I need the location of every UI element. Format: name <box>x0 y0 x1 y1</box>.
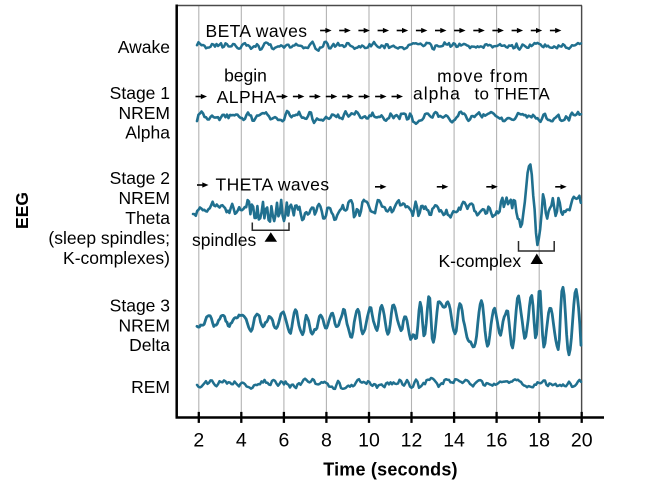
svg-text:Awake: Awake <box>118 37 170 57</box>
svg-text:18: 18 <box>528 430 550 452</box>
svg-text:4: 4 <box>236 430 247 452</box>
svg-text:Stage 2: Stage 2 <box>110 168 170 188</box>
svg-text:NREM: NREM <box>118 188 170 208</box>
svg-text:move from: move from <box>437 66 529 86</box>
svg-text:(sleep spindles;: (sleep spindles; <box>48 228 170 248</box>
svg-text:to THETA: to THETA <box>475 85 551 104</box>
svg-text:20: 20 <box>571 430 593 452</box>
svg-text:K-complexes): K-complexes) <box>63 248 170 268</box>
svg-text:EEG: EEG <box>12 192 32 229</box>
svg-text:REM: REM <box>131 377 170 397</box>
svg-text:K-complex: K-complex <box>439 251 522 271</box>
svg-text:alpha: alpha <box>413 84 461 104</box>
svg-text:BETA waves: BETA waves <box>206 21 308 41</box>
svg-text:NREM: NREM <box>118 315 170 335</box>
svg-text:Theta: Theta <box>125 208 170 228</box>
svg-text:12: 12 <box>401 430 423 452</box>
svg-text:spindles: spindles <box>192 230 256 250</box>
svg-text:Time (seconds): Time (seconds) <box>323 459 458 479</box>
svg-text:THETA waves: THETA waves <box>216 175 330 195</box>
svg-text:14: 14 <box>443 430 465 452</box>
svg-text:2: 2 <box>193 430 204 452</box>
svg-text:Stage 1: Stage 1 <box>110 83 170 103</box>
svg-text:10: 10 <box>358 430 380 452</box>
svg-text:6: 6 <box>278 430 289 452</box>
svg-text:8: 8 <box>321 430 332 452</box>
svg-text:NREM: NREM <box>118 103 170 123</box>
svg-text:begin: begin <box>224 66 267 86</box>
svg-text:Delta: Delta <box>129 335 170 355</box>
svg-text:16: 16 <box>486 430 508 452</box>
svg-text:ALPHA: ALPHA <box>217 87 277 107</box>
svg-text:Stage 3: Stage 3 <box>110 296 170 316</box>
svg-text:Alpha: Alpha <box>125 123 170 143</box>
